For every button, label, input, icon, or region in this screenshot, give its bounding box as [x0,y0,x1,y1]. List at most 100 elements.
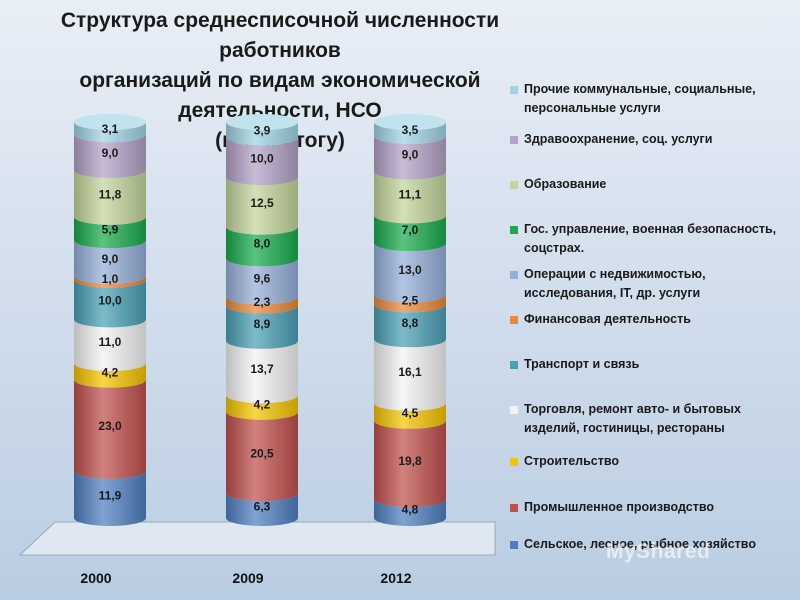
segment-2009-6 [226,258,298,305]
data-label-2009-8: 12,5 [250,196,274,210]
legend-swatch [510,316,518,324]
category-label-2000: 2000 [80,570,111,586]
legend-label: Транспорт и связь [524,357,640,371]
data-label-2000-6: 9,0 [102,252,119,266]
data-label-2009-4: 8,9 [254,317,271,331]
segment-2000-10 [74,122,146,143]
bar-top-cap-2012 [374,114,446,130]
data-label-2000-9: 9,0 [102,146,119,160]
data-label-2009-2: 4,2 [254,397,271,411]
data-label-2000-1: 23,0 [98,419,122,433]
legend-label: Прочие коммунальные, социальные, персона… [524,82,756,115]
segment-2000-9 [74,134,146,178]
segment-2009-5 [226,296,298,314]
legend-label: Образование [524,177,607,191]
data-label-2009-3: 13,7 [250,362,274,376]
legend-item-9: Здравоохранение, соц. услуги [510,130,795,149]
data-label-2000-7: 5,9 [102,222,119,236]
segment-2012-8 [374,171,446,224]
segment-2000-8 [74,169,146,225]
legend-item-0: Сельское, лесное, рыбное хозяйство [510,535,795,554]
data-label-2012-4: 8,8 [402,316,419,330]
segment-2009-9 [226,137,298,186]
data-label-2009-7: 8,0 [254,237,271,251]
segment-2012-6 [374,243,446,303]
legend-item-6: Операции с недвижимостью, исследования, … [510,265,795,303]
segment-2000-0 [74,470,146,526]
legend-item-5: Финансовая деятельность [510,310,795,329]
data-label-2012-2: 4,5 [402,406,419,420]
bar-top-cap-2000 [74,114,146,130]
segment-2009-2 [226,395,298,420]
segment-2012-2 [374,402,446,429]
segment-2012-1 [374,420,446,508]
title-line-1: Структура среднесписочной численности ра… [60,9,500,62]
data-label-2009-0: 6,3 [254,500,271,514]
data-label-2012-6: 13,0 [398,263,422,277]
data-label-2012-1: 19,8 [398,454,422,468]
segment-2000-4 [74,279,146,328]
data-label-2012-5: 2,5 [402,293,419,307]
legend-swatch [510,504,518,512]
legend-swatch [510,406,518,414]
segment-2009-1 [226,411,298,502]
data-label-2000-0: 11,9 [99,488,122,502]
segment-2012-9 [374,135,446,180]
data-label-2000-2: 4,2 [102,365,119,379]
segment-2012-7 [374,215,446,252]
segment-2000-1 [74,379,146,479]
bar-2009: 6,3 20,5 4,2 13,7 8,9 2,3 9,6 8,0 12,5 10,0 3,9 [226,114,298,526]
data-label-2012-3: 16,1 [398,365,422,379]
segment-2000-5 [74,275,146,288]
segment-2009-8 [226,177,298,235]
data-label-2012-0: 4,8 [402,503,419,517]
watermark: MyShared [606,540,711,563]
legend-label: Строительство [524,454,620,468]
data-label-2009-9: 10,0 [250,151,274,165]
data-label-2009-6: 9,6 [254,271,271,285]
segment-2000-7 [74,216,146,249]
legend-item-1: Промышленное производство [510,498,795,517]
data-label-2012-7: 7,0 [402,223,419,237]
legend-item-2: Строительство [510,452,795,471]
bar-2000: 11,9 23,0 4,2 11,0 10,0 1,0 9,0 5,9 11,8 9,0 3,1 [74,114,146,526]
legend-label: Торговля, ремонт авто- и бытовых изделий… [524,402,741,435]
legend-swatch [510,226,518,234]
segment-2000-3 [74,319,146,372]
data-label-2000-10: 3,1 [102,122,119,136]
legend-swatch [510,181,518,189]
legend-label: Операции с недвижимостью, исследования, … [524,267,706,300]
legend-label: Промышленное производство [524,500,715,514]
legend-swatch [510,86,518,94]
data-label-2012-10: 3,5 [402,123,419,137]
bar-top-cap-2009 [226,114,298,130]
category-label-2012: 2012 [380,570,411,586]
legend-item-10: Прочие коммунальные, социальные, персона… [510,80,795,118]
segment-2000-2 [74,363,146,388]
chart-floor [18,521,496,556]
legend-label: Финансовая деятельность [524,312,691,326]
segment-2012-3 [374,339,446,411]
legend-swatch [510,361,518,369]
legend-swatch [510,458,518,466]
legend-swatch [510,541,518,549]
segment-2009-4 [226,305,298,349]
data-label-2009-10: 3,9 [254,124,271,138]
data-label-2012-8: 11,1 [399,187,422,201]
data-label-2009-1: 20,5 [250,446,274,460]
legend-item-3: Торговля, ремонт авто- и бытовых изделий… [510,400,795,438]
legend-label: Здравоохранение, соц. услуги [524,132,713,146]
segment-2009-3 [226,340,298,404]
segment-2012-10 [374,122,446,144]
data-label-2009-5: 2,3 [254,295,271,309]
chart-title: Структура среднесписочной численности ра… [20,6,540,156]
segment-2009-0 [226,493,298,526]
legend-item-8: Образование [510,175,795,194]
data-label-2000-8: 11,8 [99,187,122,201]
legend-swatch [510,136,518,144]
legend-swatch [510,271,518,279]
segment-2009-7 [226,226,298,267]
bar-2012: 4,8 19,8 4,5 16,1 8,8 2,5 13,0 7,0 11,1 9,0 3,5 [374,114,446,526]
category-label-2009: 2009 [232,570,263,586]
